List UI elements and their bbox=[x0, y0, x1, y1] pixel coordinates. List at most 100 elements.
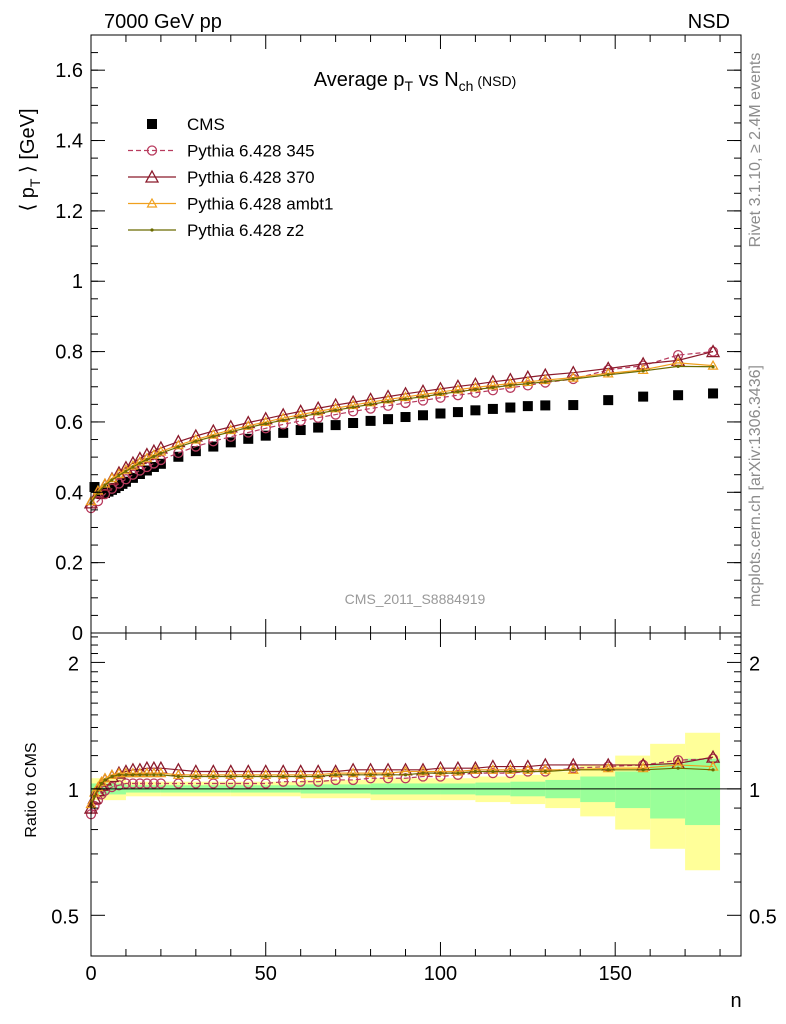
legend-marker bbox=[147, 119, 157, 129]
ratio-point bbox=[127, 778, 139, 789]
data-point bbox=[246, 425, 250, 430]
ratio-point bbox=[152, 773, 156, 777]
data-point bbox=[260, 430, 271, 441]
series-line bbox=[90, 365, 714, 504]
data-point bbox=[568, 400, 579, 411]
ratio-point bbox=[211, 774, 215, 779]
data-point bbox=[152, 454, 156, 459]
ratio-point bbox=[103, 778, 107, 782]
ratio-point bbox=[434, 765, 446, 776]
ratio-point bbox=[99, 781, 104, 786]
data-point bbox=[330, 420, 341, 431]
data-point bbox=[707, 359, 719, 370]
data-point bbox=[172, 439, 184, 450]
y-tick-label: 0.4 bbox=[55, 482, 83, 504]
data-point bbox=[571, 377, 575, 381]
data-point bbox=[176, 445, 180, 449]
ratio-y-axis-label: Ratio to CMS bbox=[23, 742, 40, 837]
ratio-point bbox=[120, 778, 132, 789]
ratio-point bbox=[225, 769, 237, 779]
main-plot-panel: 0 0.2 0.4 0.6 0.8 1 1.2 1.4 1.6 Average pT vs Nc… bbox=[17, 34, 742, 645]
ratio-frame bbox=[90, 632, 742, 957]
data-point bbox=[705, 344, 721, 358]
legend-marker bbox=[144, 169, 160, 183]
legend-label: Pythia 6.428 ambt1 bbox=[187, 195, 333, 214]
ratio-point bbox=[312, 769, 324, 779]
ratio-point bbox=[92, 781, 104, 792]
data-point bbox=[567, 371, 579, 382]
ratio-point bbox=[606, 768, 610, 772]
ratio-point bbox=[676, 766, 680, 770]
data-point bbox=[334, 408, 338, 412]
ratio-plot-panel: 0.5 0.5 1 1 2 2 0 50 100 150 Ratio to CMS n bbox=[23, 632, 777, 1012]
ratio-point bbox=[487, 764, 499, 774]
legend-label: Pythia 6.428 370 bbox=[187, 168, 315, 187]
data-point bbox=[313, 422, 324, 433]
header-right: NSD bbox=[688, 11, 730, 33]
ratio-point bbox=[138, 773, 142, 777]
ratio-series-pythia-6-428-ambt1 bbox=[85, 759, 719, 809]
legend-item-pythia-6-428-345: Pythia 6.428 345 bbox=[128, 142, 315, 161]
data-point bbox=[456, 390, 460, 394]
series-line bbox=[90, 350, 714, 509]
data-point bbox=[260, 416, 272, 427]
ratio-point bbox=[438, 771, 443, 775]
legend-label: Pythia 6.428 z2 bbox=[187, 221, 304, 240]
data-point bbox=[473, 387, 478, 392]
header-left: 7000 GeV pp bbox=[104, 11, 222, 33]
ratio-point bbox=[155, 778, 167, 789]
data-point bbox=[421, 395, 425, 399]
data-point bbox=[120, 474, 132, 485]
data-point bbox=[145, 457, 149, 462]
ratio-point bbox=[491, 769, 495, 774]
ratio-point bbox=[134, 767, 146, 778]
y-tick-label: 1.4 bbox=[55, 131, 83, 153]
ratio-point bbox=[299, 774, 303, 779]
data-point bbox=[278, 427, 289, 438]
ratio-point bbox=[473, 769, 478, 774]
x-tick-label: 100 bbox=[424, 963, 457, 985]
ratio-point bbox=[281, 774, 285, 779]
ratio-point bbox=[207, 769, 219, 779]
ratio-point bbox=[131, 773, 135, 777]
y-tick-label: 0.6 bbox=[55, 412, 83, 434]
data-point bbox=[299, 415, 303, 419]
ratio-point bbox=[243, 778, 254, 789]
data-point bbox=[225, 437, 236, 448]
ratio-point bbox=[194, 774, 198, 779]
ratio-point bbox=[711, 768, 715, 772]
data-point bbox=[526, 381, 530, 386]
ratio-line bbox=[90, 767, 714, 807]
data-point bbox=[138, 461, 142, 465]
data-point bbox=[522, 376, 534, 386]
y-tick-label: 0.2 bbox=[55, 553, 83, 575]
data-point bbox=[672, 349, 684, 361]
data-point bbox=[155, 445, 167, 456]
ratio-point bbox=[641, 768, 645, 772]
data-point bbox=[386, 399, 390, 404]
legend-item-pythia-6-428-ambt1: Pythia 6.428 ambt1 bbox=[128, 195, 333, 214]
ratio-line bbox=[90, 764, 714, 805]
x-tick-label: 0 bbox=[85, 963, 96, 985]
ratio-point bbox=[148, 767, 160, 778]
ratio-point bbox=[127, 767, 139, 778]
y-axis-label: ⟨ pT ⟩ [GeV] bbox=[17, 108, 43, 211]
data-point bbox=[383, 414, 394, 425]
data-point bbox=[148, 461, 159, 472]
legend-item-pythia-6-428-z2: Pythia 6.428 z2 bbox=[128, 221, 304, 240]
y-tick-label: 1.2 bbox=[55, 201, 83, 223]
series-line bbox=[90, 351, 714, 504]
chart-title: Average pT vs Nch (NSD) bbox=[314, 69, 517, 94]
data-point bbox=[708, 388, 719, 399]
data-point bbox=[281, 418, 285, 422]
data-point bbox=[103, 483, 107, 487]
data-point bbox=[110, 478, 114, 482]
ratio-point bbox=[176, 774, 180, 779]
analysis-watermark: CMS_2011_S8884919 bbox=[345, 591, 486, 607]
ratio-point bbox=[190, 778, 201, 789]
ratio-point bbox=[539, 764, 551, 774]
ratio-point bbox=[386, 773, 390, 777]
band-green bbox=[650, 763, 686, 819]
ratio-point bbox=[190, 769, 202, 779]
